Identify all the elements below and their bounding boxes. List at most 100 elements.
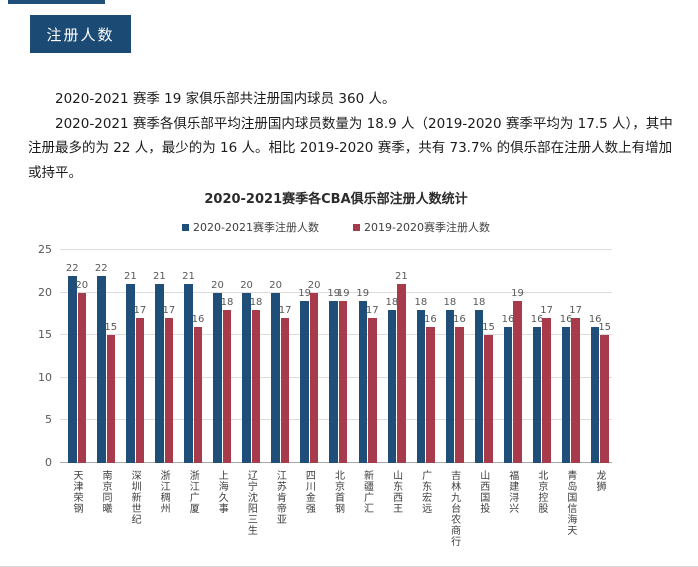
bar-value-label: 20 [75, 279, 89, 291]
x-axis-label: 山西国投 [477, 470, 489, 514]
bar-value-label: 15 [104, 322, 118, 334]
bar-2019-2020 [542, 318, 551, 463]
bar-2020-2021 [155, 284, 164, 463]
bar-value-label: 18 [414, 296, 428, 308]
bar-value-label: 16 [559, 313, 573, 325]
bar-2020-2021 [358, 301, 368, 463]
bar-2020-2021 [532, 326, 542, 463]
bar-2020-2021 [271, 292, 280, 463]
bar-2019-2020 [77, 292, 86, 463]
chart-legend: 2020-2021赛季注册人数 2019-2020赛季注册人数 [60, 219, 612, 235]
legend-item-2019-2020: 2019-2020赛季注册人数 [353, 219, 490, 235]
bar-value-label: 16 [191, 313, 205, 325]
bar-value-label: 18 [249, 296, 263, 308]
bar-2019-2020 [193, 326, 203, 463]
y-axis-tick: 25 [38, 243, 52, 256]
bar-value-label: 19 [336, 288, 350, 300]
y-axis-tick: 0 [45, 456, 52, 469]
bar-value-label: 21 [394, 271, 408, 283]
bar-value-label: 19 [327, 288, 341, 300]
bar-value-label: 21 [153, 271, 166, 283]
x-axis-label: 浙江稠州 [158, 470, 170, 514]
bar-2020-2021 [503, 326, 513, 463]
x-axis-label: 深圳新世纪 [129, 470, 141, 525]
bar-2020-2021 [126, 284, 135, 463]
x-axis-label: 北京控股 [535, 470, 547, 514]
bar-value-label: 18 [220, 296, 234, 308]
y-axis-tick: 10 [38, 370, 52, 384]
bar-2020-2021 [387, 309, 397, 463]
bar-2019-2020 [251, 309, 261, 463]
bar-value-label: 16 [453, 313, 466, 325]
bar-2019-2020 [280, 318, 290, 463]
body-text: 2020-2021 赛季 19 家俱乐部共注册国内球员 360 人。 2020-… [28, 87, 674, 185]
bar-value-label: 22 [65, 262, 79, 274]
bar-2019-2020 [368, 318, 377, 463]
bar-2019-2020 [455, 326, 464, 463]
bar-value-label: 16 [501, 313, 515, 325]
bar-2020-2021 [474, 309, 484, 463]
bar-value-label: 17 [162, 305, 176, 317]
bar-2020-2021 [213, 292, 222, 463]
bar-2020-2021 [416, 309, 426, 463]
x-axis-label: 青岛国信海天 [564, 470, 576, 536]
bar-value-label: 20 [269, 279, 282, 291]
bar-2020-2021 [445, 309, 455, 463]
bar-value-label: 17 [278, 305, 292, 317]
x-axis-label: 南京同曦 [100, 470, 112, 514]
bar-2019-2020 [397, 284, 406, 463]
bar-value-label: 18 [472, 296, 486, 308]
section-badge: 注册人数 [30, 15, 131, 53]
x-axis-label: 福建浔兴 [506, 470, 518, 514]
bar-value-label: 17 [365, 305, 379, 317]
bar-2020-2021 [561, 326, 571, 463]
bar-value-label: 15 [482, 322, 495, 334]
bar-value-label: 16 [530, 313, 544, 325]
chart-title: 2020-2021赛季各CBA俱乐部注册人数统计 [204, 192, 468, 207]
bar-value-label: 19 [356, 288, 370, 300]
bar-2019-2020 [338, 301, 348, 463]
bar-2019-2020 [600, 335, 609, 463]
bar-2019-2020 [571, 318, 580, 463]
bar-2019-2020 [135, 318, 145, 463]
bar-2019-2020 [164, 318, 174, 463]
x-axis-label: 浙江广厦 [187, 470, 199, 514]
bar-2020-2021 [590, 326, 600, 463]
bar-value-label: 21 [123, 271, 137, 283]
x-axis-label: 江苏肯帝亚 [274, 470, 286, 525]
bar-value-label: 21 [182, 271, 195, 283]
x-axis-label: 广东宏远 [419, 470, 431, 514]
bar-value-label: 16 [424, 313, 437, 325]
x-axis-label: 山东西王 [390, 470, 402, 514]
bar-2019-2020 [484, 335, 493, 463]
bar-2019-2020 [106, 335, 116, 463]
x-axis-label: 辽宁沈阳三生 [245, 470, 257, 536]
legend-swatch-red [353, 223, 360, 231]
paragraph-average: 2020-2021 赛季各俱乐部平均注册国内球员数量为 18.9 人（2019-… [28, 115, 673, 181]
legend-item-2020-2021: 2020-2021赛季注册人数 [182, 219, 319, 235]
bar-2020-2021 [68, 275, 77, 463]
bar-2019-2020 [426, 326, 435, 463]
bar-2019-2020 [222, 309, 232, 463]
bar-value-label: 15 [598, 322, 612, 334]
y-axis-tick: 5 [45, 413, 52, 427]
bar-value-label: 17 [133, 305, 147, 317]
bar-value-label: 19 [298, 288, 312, 300]
bar-value-label: 19 [511, 288, 524, 300]
legend-label-2020-2021: 2020-2021赛季注册人数 [193, 221, 319, 234]
legend-label-2019-2020: 2019-2020赛季注册人数 [364, 221, 490, 234]
paragraph-total: 2020-2021 赛季 19 家俱乐部共注册国内球员 360 人。 [55, 91, 396, 107]
bar-2019-2020 [513, 301, 522, 463]
x-axis-label: 龙狮 [593, 470, 605, 492]
top-remnant-bar [8, 0, 105, 4]
bar-2020-2021 [184, 284, 193, 463]
bar-value-label: 16 [588, 313, 602, 325]
bar-2020-2021 [329, 301, 338, 463]
bar-value-label: 18 [443, 296, 457, 308]
legend-swatch-blue [182, 223, 190, 231]
bar-2019-2020 [309, 292, 319, 463]
bar-value-label: 17 [540, 305, 553, 317]
gridline [60, 291, 612, 293]
gridline [60, 249, 612, 250]
